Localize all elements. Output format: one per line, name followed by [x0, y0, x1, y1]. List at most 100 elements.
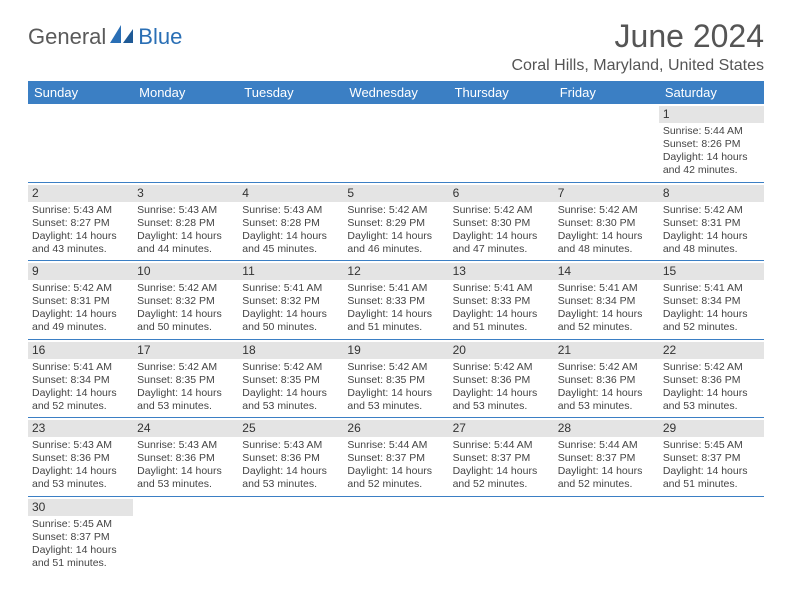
day-number: 13 — [449, 263, 554, 280]
day-cell: 15Sunrise: 5:41 AMSunset: 8:34 PMDayligh… — [659, 261, 764, 339]
sunset-text: Sunset: 8:36 PM — [137, 452, 234, 465]
day-number: 26 — [343, 420, 448, 437]
week-row: 16Sunrise: 5:41 AMSunset: 8:34 PMDayligh… — [28, 340, 764, 419]
day-number: 24 — [133, 420, 238, 437]
sunset-text: Sunset: 8:30 PM — [453, 217, 550, 230]
day-cell: 12 Sunrise: 5:41 AMSunset: 8:33 PMDayligh… — [343, 261, 448, 339]
dayhead-tuesday: Tuesday — [238, 81, 343, 104]
day-number: 12 — [343, 263, 448, 280]
daylight-text: Daylight: 14 hours and 46 minutes. — [347, 230, 444, 256]
day-cell: 24Sunrise: 5:43 AMSunset: 8:36 PMDayligh… — [133, 418, 238, 496]
day-cell — [238, 104, 343, 182]
day-number: 5 — [343, 185, 448, 202]
day-number: 10 — [133, 263, 238, 280]
day-number: 22 — [659, 342, 764, 359]
day-cell: 6Sunrise: 5:42 AMSunset: 8:30 PMDaylight… — [449, 183, 554, 261]
daylight-text: Daylight: 14 hours and 52 minutes. — [453, 465, 550, 491]
dayhead-monday: Monday — [133, 81, 238, 104]
sunset-text: Sunset: 8:31 PM — [32, 295, 129, 308]
sunrise-text: Sunrise: 5:43 AM — [242, 204, 339, 217]
sunrise-text: Sunrise: 5:43 AM — [242, 439, 339, 452]
logo-text-blue: Blue — [138, 24, 182, 50]
daylight-text: Daylight: 14 hours and 51 minutes. — [453, 308, 550, 334]
sunrise-text: Sunrise: 5:43 AM — [32, 204, 129, 217]
dayhead-friday: Friday — [554, 81, 659, 104]
daylight-text: Daylight: 14 hours and 51 minutes. — [663, 465, 760, 491]
week-row: 30Sunrise: 5:45 AMSunset: 8:37 PMDayligh… — [28, 497, 764, 575]
sunrise-text: Sunrise: 5:42 AM — [453, 361, 550, 374]
sunset-text: Sunset: 8:37 PM — [32, 531, 129, 544]
day-number: 8 — [659, 185, 764, 202]
dayhead-sunday: Sunday — [28, 81, 133, 104]
sunset-text: Sunset: 8:27 PM — [32, 217, 129, 230]
sunset-text: Sunset: 8:34 PM — [663, 295, 760, 308]
sunset-text: Sunset: 8:32 PM — [242, 295, 339, 308]
sunset-text: Sunset: 8:37 PM — [663, 452, 760, 465]
daylight-text: Daylight: 14 hours and 51 minutes. — [32, 544, 129, 570]
dayhead-wednesday: Wednesday — [343, 81, 448, 104]
sunrise-text: Sunrise: 5:43 AM — [137, 439, 234, 452]
day-cell — [449, 104, 554, 182]
sunrise-text: Sunrise: 5:41 AM — [347, 282, 444, 295]
day-cell — [659, 497, 764, 575]
sunrise-text: Sunrise: 5:41 AM — [453, 282, 550, 295]
sunrise-text: Sunrise: 5:42 AM — [558, 361, 655, 374]
logo: General Blue — [28, 24, 182, 50]
daylight-text: Daylight: 14 hours and 53 minutes. — [137, 387, 234, 413]
sunrise-text: Sunrise: 5:44 AM — [453, 439, 550, 452]
daylight-text: Daylight: 14 hours and 53 minutes. — [453, 387, 550, 413]
sunset-text: Sunset: 8:28 PM — [242, 217, 339, 230]
sunset-text: Sunset: 8:32 PM — [137, 295, 234, 308]
day-cell — [449, 497, 554, 575]
sunrise-text: Sunrise: 5:44 AM — [558, 439, 655, 452]
day-cell: 22Sunrise: 5:42 AMSunset: 8:36 PMDayligh… — [659, 340, 764, 418]
daylight-text: Daylight: 14 hours and 50 minutes. — [242, 308, 339, 334]
daylight-text: Daylight: 14 hours and 50 minutes. — [137, 308, 234, 334]
sunset-text: Sunset: 8:36 PM — [32, 452, 129, 465]
sunrise-text: Sunrise: 5:41 AM — [663, 282, 760, 295]
sunrise-text: Sunrise: 5:41 AM — [558, 282, 655, 295]
sunrise-text: Sunrise: 5:45 AM — [663, 439, 760, 452]
daylight-text: Daylight: 14 hours and 51 minutes. — [347, 308, 444, 334]
sunrise-text: Sunrise: 5:44 AM — [347, 439, 444, 452]
sunrise-text: Sunrise: 5:42 AM — [137, 361, 234, 374]
day-number: 23 — [28, 420, 133, 437]
day-number: 6 — [449, 185, 554, 202]
day-cell — [343, 497, 448, 575]
day-cell: 21Sunrise: 5:42 AMSunset: 8:36 PMDayligh… — [554, 340, 659, 418]
day-cell: 26Sunrise: 5:44 AMSunset: 8:37 PMDayligh… — [343, 418, 448, 496]
day-cell: 5Sunrise: 5:42 AMSunset: 8:29 PMDaylight… — [343, 183, 448, 261]
sunset-text: Sunset: 8:33 PM — [347, 295, 444, 308]
daylight-text: Daylight: 14 hours and 45 minutes. — [242, 230, 339, 256]
daylight-text: Daylight: 14 hours and 47 minutes. — [453, 230, 550, 256]
daylight-text: Daylight: 14 hours and 52 minutes. — [558, 308, 655, 334]
day-number: 21 — [554, 342, 659, 359]
sunrise-text: Sunrise: 5:44 AM — [663, 125, 760, 138]
day-cell: 2Sunrise: 5:43 AMSunset: 8:27 PMDaylight… — [28, 183, 133, 261]
sunset-text: Sunset: 8:35 PM — [137, 374, 234, 387]
sunset-text: Sunset: 8:35 PM — [242, 374, 339, 387]
daylight-text: Daylight: 14 hours and 53 minutes. — [347, 387, 444, 413]
daylight-text: Daylight: 14 hours and 53 minutes. — [242, 465, 339, 491]
sunset-text: Sunset: 8:37 PM — [558, 452, 655, 465]
sunset-text: Sunset: 8:35 PM — [347, 374, 444, 387]
sunset-text: Sunset: 8:36 PM — [663, 374, 760, 387]
sunrise-text: Sunrise: 5:41 AM — [242, 282, 339, 295]
daylight-text: Daylight: 14 hours and 48 minutes. — [663, 230, 760, 256]
day-cell: 17 Sunrise: 5:42 AMSunset: 8:35 PMDayligh… — [133, 340, 238, 418]
day-cell: 27Sunrise: 5:44 AMSunset: 8:37 PMDayligh… — [449, 418, 554, 496]
day-number: 27 — [449, 420, 554, 437]
day-number: 17 — [133, 342, 238, 359]
sunset-text: Sunset: 8:37 PM — [347, 452, 444, 465]
week-row: 9Sunrise: 5:42 AMSunset: 8:31 PMDaylight… — [28, 261, 764, 340]
sunset-text: Sunset: 8:36 PM — [242, 452, 339, 465]
weeks-container: 1Sunrise: 5:44 AMSunset: 8:26 PMDaylight… — [28, 104, 764, 574]
day-number: 18 — [238, 342, 343, 359]
day-number: 11 — [238, 263, 343, 280]
day-cell: 3Sunrise: 5:43 AMSunset: 8:28 PMDaylight… — [133, 183, 238, 261]
day-cell: 9Sunrise: 5:42 AMSunset: 8:31 PMDaylight… — [28, 261, 133, 339]
daylight-text: Daylight: 14 hours and 49 minutes. — [32, 308, 129, 334]
day-cell: 30Sunrise: 5:45 AMSunset: 8:37 PMDayligh… — [28, 497, 133, 575]
day-cell: 14Sunrise: 5:41 AMSunset: 8:34 PMDayligh… — [554, 261, 659, 339]
title-block: June 2024 Coral Hills, Maryland, United … — [511, 18, 764, 75]
